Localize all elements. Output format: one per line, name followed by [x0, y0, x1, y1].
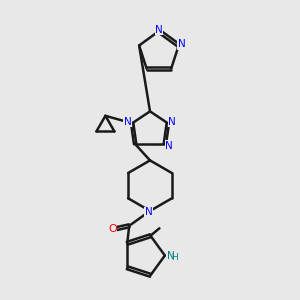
- Text: N: N: [167, 250, 175, 260]
- Text: N: N: [145, 207, 152, 218]
- Text: N: N: [155, 25, 163, 34]
- Text: N: N: [168, 117, 176, 127]
- Text: O: O: [108, 224, 117, 234]
- Text: N: N: [124, 117, 132, 127]
- Text: N: N: [165, 140, 173, 151]
- Text: N: N: [178, 39, 186, 49]
- Text: H: H: [171, 253, 178, 262]
